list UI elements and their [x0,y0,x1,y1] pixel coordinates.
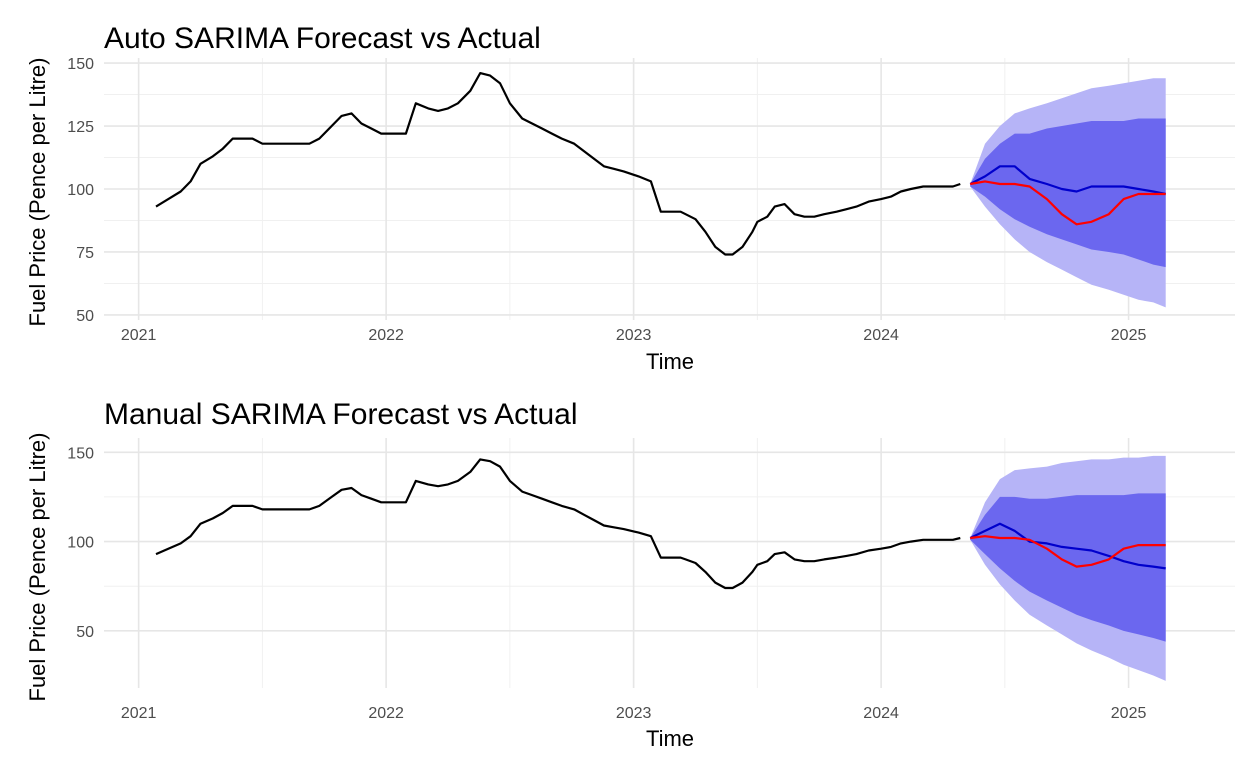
x-tick-label: 2023 [616,705,652,722]
manual-sarima-panel: Manual SARIMA Forecast vs Actual Fuel Pr… [25,398,1235,751]
history-line [155,458,961,590]
x-tick-label: 2022 [368,327,404,344]
y-tick-label: 75 [76,245,94,262]
actual-line [970,535,1166,568]
y-tick-label: 100 [67,182,94,199]
band-80 [970,118,1166,268]
x-tick-label: 2024 [863,327,899,344]
auto-sarima-panel: Auto SARIMA Forecast vs Actual Fuel Pric… [25,22,1235,374]
y-tick-label: 50 [76,624,94,641]
forecast-line [969,522,1166,570]
chart-title: Auto SARIMA Forecast vs Actual [104,22,541,55]
forecast-line [969,165,1166,196]
y-axis-title: Fuel Price (Pence per Litre) [25,58,50,327]
x-tick-label: 2021 [121,705,157,722]
history-line [155,72,961,256]
x-axis-title: Time [646,349,694,374]
x-tick-label: 2024 [863,705,899,722]
x-tick-label: 2021 [121,327,157,344]
y-tick-label: 50 [76,308,94,325]
chart-title: Manual SARIMA Forecast vs Actual [104,398,578,431]
x-tick-label: 2023 [616,327,652,344]
y-tick-label: 100 [67,535,94,552]
y-tick-label: 150 [67,56,94,73]
x-tick-label: 2022 [368,705,404,722]
x-tick-label: 2025 [1111,327,1147,344]
actual-line [970,180,1166,226]
y-tick-label: 150 [67,445,94,462]
y-axis-title: Fuel Price (Pence per Litre) [25,433,50,702]
x-axis-title: Time [646,726,694,751]
band-80 [970,493,1166,642]
y-tick-label: 125 [67,119,94,136]
x-tick-label: 2025 [1111,705,1147,722]
